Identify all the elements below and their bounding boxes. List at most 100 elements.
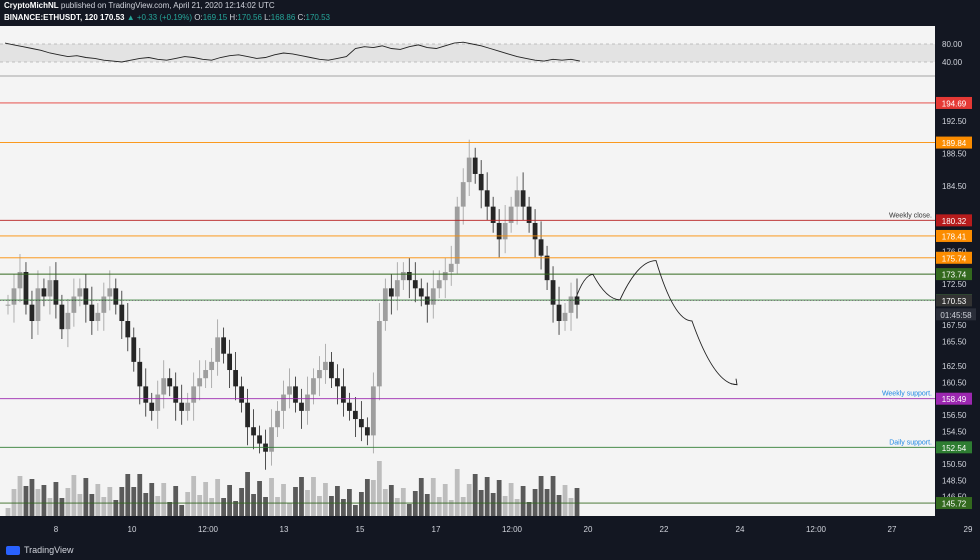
time-tick-label: 15 (356, 525, 365, 534)
publisher-name[interactable]: CryptoMichNL (4, 1, 59, 10)
volume-bar (520, 486, 526, 516)
candle-body (370, 386, 376, 436)
volume-bar (317, 496, 322, 516)
volume-bar (293, 487, 298, 516)
last-price: 170.53 (100, 13, 125, 22)
oscillator-tick-label: 80.00 (942, 40, 963, 49)
projection-curve (574, 260, 738, 386)
level-label-text: 194.69 (942, 99, 967, 108)
candle-body (155, 394, 161, 411)
oscillator-line (4, 41, 581, 63)
candle-body (388, 288, 394, 297)
candle-body (329, 361, 334, 379)
candle-body (167, 378, 173, 387)
candle-body (424, 296, 430, 305)
candle-body (191, 386, 197, 403)
level-label-box (936, 441, 972, 454)
volume-bar (95, 484, 101, 516)
volume-bar (311, 477, 316, 516)
level-label-text: 189.84 (942, 139, 967, 148)
volume-bar (281, 484, 286, 516)
volume-bar (119, 487, 125, 516)
candle-body (281, 394, 286, 411)
price-tick-label: 154.50 (942, 427, 967, 436)
price-tick-label: 160.50 (942, 378, 967, 387)
time-tick-label: 29 (964, 525, 973, 534)
candle-body (442, 271, 448, 281)
volume-bar (221, 498, 227, 516)
volume-bar (538, 476, 544, 516)
countdown-text: 01:45:58 (940, 311, 972, 320)
time-tick-label: 24 (736, 525, 745, 534)
price-tick-label: 156.50 (942, 411, 967, 420)
plot-background (0, 26, 935, 516)
level-label-box (936, 251, 972, 264)
candle-body (65, 312, 71, 330)
volume-bar (161, 483, 167, 516)
volume-bar (287, 503, 292, 516)
candle-body (23, 271, 29, 305)
candle-body (209, 361, 215, 371)
candles (5, 139, 580, 470)
candle-body (358, 419, 364, 428)
candle-body (137, 361, 143, 387)
candle-body (364, 427, 370, 436)
oscillator-band (0, 44, 935, 62)
candle-body (478, 173, 484, 191)
footer-brand[interactable]: TradingView (24, 545, 74, 555)
candle-body (311, 378, 316, 395)
volume-bar (496, 480, 502, 516)
volume-bar (125, 474, 131, 516)
level-label-box (936, 268, 972, 281)
volume-bar (89, 494, 95, 516)
time-axis (0, 516, 980, 540)
volume-bar (323, 483, 328, 516)
volume-bar (185, 492, 191, 516)
volume-bar (47, 498, 53, 516)
volume-bar (65, 488, 71, 516)
volume-bar (430, 478, 436, 516)
volume-bar (17, 476, 23, 516)
volume-bar (347, 489, 352, 516)
candle-body (496, 222, 502, 240)
candle-body (287, 386, 292, 395)
candle-body (257, 435, 262, 444)
volume-bar (131, 487, 137, 516)
time-tick-label: 27 (888, 525, 897, 534)
volume-bar (5, 508, 11, 516)
candle-body (131, 337, 137, 362)
volume-bar (472, 474, 478, 516)
candle-body (203, 370, 209, 379)
close-label: C: (297, 13, 306, 22)
candle-body (107, 288, 113, 297)
candle-body (382, 288, 388, 322)
candle-body (400, 271, 406, 281)
candle-body (101, 296, 107, 313)
volume-bar (149, 483, 155, 516)
volume-bar (143, 493, 149, 516)
level-label-text: 145.72 (942, 500, 967, 509)
volume-bar (107, 487, 113, 516)
candle-body (35, 288, 41, 322)
candle-body (412, 280, 418, 289)
volume-bar (514, 499, 520, 516)
price-axis (935, 26, 980, 540)
open-value: 169.15 (202, 13, 228, 22)
price-change: ▲ +0.33 (+0.19%) (126, 13, 193, 22)
level-lines (0, 102, 935, 504)
volume-bar (352, 505, 358, 516)
volume-bar (215, 479, 221, 516)
candle-body (47, 280, 53, 297)
level-label-box (936, 214, 972, 227)
candle-body (394, 280, 400, 297)
candle-body (251, 427, 256, 436)
price-tick-label: 172.50 (942, 280, 967, 289)
volume-bar (526, 502, 532, 516)
volume-bar (376, 461, 382, 516)
candle-body (574, 296, 580, 305)
volume-bar (436, 497, 442, 516)
candle-body (508, 206, 514, 223)
close-value: 170.53 (305, 13, 330, 22)
price-tick-label: 167.50 (942, 321, 967, 330)
